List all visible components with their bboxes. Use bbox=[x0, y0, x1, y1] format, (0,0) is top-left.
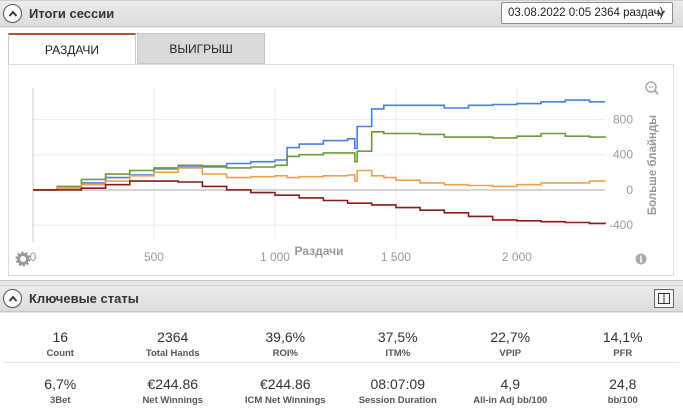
x-tick-label: 1 000 bbox=[260, 250, 290, 264]
stat-label: ICM Net Winnings bbox=[244, 395, 326, 406]
stat-cell: 37,5% ITM% bbox=[341, 317, 454, 363]
stat-value: 6,7% bbox=[44, 376, 77, 392]
chevron-down-icon bbox=[656, 10, 666, 17]
x-axis-label: Раздачи bbox=[295, 244, 344, 258]
chevron-up-icon bbox=[8, 295, 17, 302]
x-axis-ticks: 0 500 1 000 1 500 2 000 bbox=[30, 250, 533, 264]
stat-cell: 24,8 bb/100 bbox=[567, 363, 680, 409]
stat-value: 37,5% bbox=[377, 329, 418, 345]
stat-label: Total Hands bbox=[145, 348, 200, 359]
chart-container: 0 500 1 000 1 500 2 000 800 400 0 -400 Раздачи … bbox=[8, 64, 674, 276]
stat-value: 24,8 bbox=[609, 376, 637, 392]
y-axis-ticks: 800 400 0 -400 bbox=[609, 112, 633, 232]
stat-label: Net Winnings bbox=[142, 395, 204, 406]
stat-value: 2364 bbox=[157, 329, 189, 345]
stat-label: ITM% bbox=[385, 348, 411, 359]
stat-cell: 6,7% 3Bet bbox=[4, 363, 117, 409]
tab-hands[interactable]: РАЗДАЧИ bbox=[8, 33, 136, 64]
chart-lines bbox=[33, 99, 606, 225]
session-summary-title: Итоги сессии bbox=[29, 6, 115, 21]
collapse-stats-button[interactable] bbox=[3, 289, 22, 308]
stat-cell: 16 Count bbox=[4, 317, 117, 363]
stat-value: 08:07:09 bbox=[370, 376, 426, 392]
stat-cell: 39,6% ROI% bbox=[229, 317, 342, 363]
x-tick-label: 2 000 bbox=[502, 250, 532, 264]
series-line-2 bbox=[33, 131, 606, 191]
session-summary-panel: РАЗДАЧИ ВЫИГРЫШ 0 500 1 000 1 500 2 000 800 4… bbox=[0, 28, 683, 281]
stat-label: bb/100 bbox=[607, 395, 638, 406]
y-tick-label: -400 bbox=[609, 218, 633, 232]
info-icon[interactable]: i bbox=[635, 253, 647, 266]
columns-icon bbox=[658, 293, 670, 304]
x-tick-label: 1 500 bbox=[381, 250, 411, 264]
x-tick-label: 500 bbox=[144, 250, 164, 264]
stat-cell: 4,9 All-in Adj bb/100 bbox=[454, 363, 567, 409]
chevron-up-icon bbox=[8, 10, 17, 17]
stat-cell: 08:07:09 Session Duration bbox=[342, 363, 455, 409]
stat-value: €244.86 bbox=[147, 376, 199, 392]
stat-cell: 14,1% PFR bbox=[566, 317, 679, 363]
stat-value: 39,6% bbox=[265, 329, 306, 345]
stat-label: PFR bbox=[613, 348, 633, 359]
y-tick-label: 800 bbox=[613, 112, 633, 126]
key-stats-title: Ключевые статы bbox=[29, 291, 139, 306]
series-line-4 bbox=[33, 180, 606, 225]
stat-cell: 22,7% VPIP bbox=[454, 317, 567, 363]
stat-label: VPIP bbox=[499, 348, 522, 359]
key-stats-grid: 16 Count 2364 Total Hands 39,6% ROI% 37,5% ITM%… bbox=[4, 317, 679, 409]
session-summary-header: Итоги сессии 03.08.2022 0:05 2364 раздач… bbox=[0, 0, 683, 27]
stat-cell: 2364 Total Hands bbox=[116, 317, 229, 363]
gear-icon[interactable] bbox=[15, 251, 31, 267]
y-tick-label: 400 bbox=[613, 148, 633, 162]
key-stats-header: Ключевые статы bbox=[0, 285, 683, 312]
y-tick-label: 0 bbox=[626, 183, 633, 197]
layout-toggle-button[interactable] bbox=[654, 289, 674, 308]
stat-cell: €244.86 Net Winnings bbox=[117, 363, 230, 409]
stat-cell: €244.86 ICM Net Winnings bbox=[229, 363, 342, 409]
y-axis-label: Больше блайнды bbox=[647, 115, 659, 215]
stat-value: 4,9 bbox=[500, 376, 520, 392]
stat-label: All-in Adj bb/100 bbox=[473, 395, 548, 406]
chart-grid bbox=[32, 88, 605, 242]
session-select[interactable]: 03.08.2022 0:05 2364 раздач) bbox=[501, 2, 673, 24]
key-stats-panel: 16 Count 2364 Total Hands 39,6% ROI% 37,5% ITM%… bbox=[0, 313, 683, 417]
stat-value: 14,1% bbox=[602, 329, 643, 345]
chart-tabs: РАЗДАЧИ ВЫИГРЫШ bbox=[8, 33, 265, 64]
tab-winnings[interactable]: ВЫИГРЫШ bbox=[137, 33, 265, 64]
stat-label: Count bbox=[46, 348, 74, 359]
stat-label: Session Duration bbox=[358, 395, 437, 406]
stat-value: €244.86 bbox=[259, 376, 311, 392]
svg-text:i: i bbox=[639, 256, 643, 266]
stat-value: 16 bbox=[52, 329, 69, 345]
zoom-icon[interactable] bbox=[645, 81, 659, 95]
stat-label: ROI% bbox=[272, 348, 298, 359]
stat-value: 22,7% bbox=[490, 329, 531, 345]
x-tick-label: 0 bbox=[30, 250, 37, 264]
series-line-3 bbox=[33, 167, 606, 191]
session-select-value: 03.08.2022 0:05 2364 раздач) bbox=[508, 7, 664, 19]
stat-label: 3Bet bbox=[49, 395, 71, 406]
collapse-session-button[interactable] bbox=[3, 4, 22, 23]
